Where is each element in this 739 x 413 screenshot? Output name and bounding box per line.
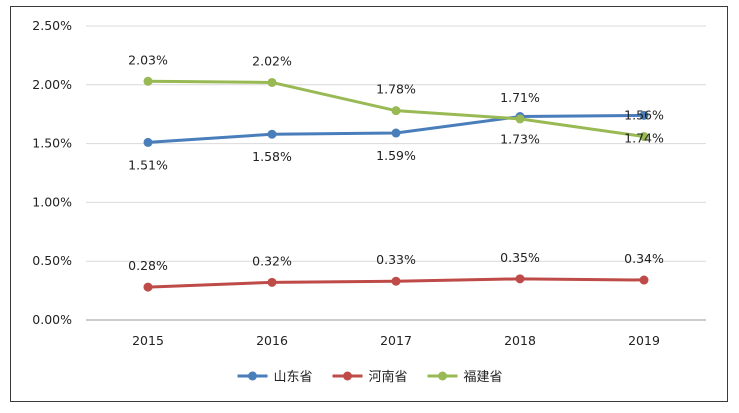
data-label: 1.58% xyxy=(252,149,292,164)
y-tick-label: 0.50% xyxy=(32,253,72,268)
y-tick-label: 2.00% xyxy=(32,77,72,92)
data-label: 0.28% xyxy=(128,258,168,273)
legend-swatch-marker xyxy=(438,371,447,381)
data-point xyxy=(267,129,277,139)
legend-label: 山东省 xyxy=(274,370,313,385)
x-tick-label: 2016 xyxy=(256,333,288,348)
series xyxy=(143,76,649,292)
data-label: 2.03% xyxy=(128,52,168,67)
x-axis: 2015 2016 2017 2018 2019 xyxy=(132,333,660,348)
data-point xyxy=(639,275,649,285)
data-label: 0.33% xyxy=(376,252,416,267)
y-axis: 0.00% 0.50% 1.00% 1.50% 2.00% 2.50% xyxy=(32,18,72,327)
data-label: 0.34% xyxy=(624,251,664,266)
legend-swatch-marker xyxy=(343,371,352,381)
data-point xyxy=(391,106,401,116)
data-point xyxy=(639,110,649,120)
data-label: 1.51% xyxy=(128,157,168,172)
data-point xyxy=(267,77,277,87)
x-tick-label: 2019 xyxy=(628,333,660,348)
data-label: 0.35% xyxy=(500,250,540,265)
legend: 山东省 河南省 福建省 xyxy=(237,369,503,385)
data-point xyxy=(515,274,525,284)
data-label: 1.74% xyxy=(624,130,664,145)
data-label: 1.71% xyxy=(500,90,540,105)
data-point xyxy=(143,137,153,147)
y-tick-label: 1.00% xyxy=(32,194,72,209)
y-tick-label: 1.50% xyxy=(32,136,72,151)
gridlines xyxy=(86,25,706,321)
data-point xyxy=(143,282,153,292)
line-chart: 0.00%0.50%1.00%1.50%2.00%2.50% 2015 2016 2… xyxy=(32,18,706,385)
data-point xyxy=(391,276,401,286)
x-tick-label: 2018 xyxy=(504,333,536,348)
data-label: 0.32% xyxy=(252,253,292,268)
y-tick-label: 2.50% xyxy=(32,18,72,33)
data-label: 2.02% xyxy=(252,53,292,68)
data-point xyxy=(639,132,649,142)
data-label: 1.73% xyxy=(500,132,540,147)
chart-frame: 0.00% 0.50% 1.00% 1.50% 2.00% 2.50% 2015 2016 2… xyxy=(10,6,728,402)
data-point xyxy=(143,76,153,86)
data-label: 1.59% xyxy=(376,148,416,163)
data-point xyxy=(391,128,401,138)
data-labels: 1.51% 1.58% 1.59% 1.73% 1.74% 0.28% 0.32% 0.33%… xyxy=(128,52,664,273)
y-tick-label: 0.00% xyxy=(32,312,72,327)
x-tick-label: 2015 xyxy=(132,333,164,348)
data-point xyxy=(515,114,525,124)
data-label: 1.56% xyxy=(624,108,664,123)
legend-swatch-marker xyxy=(248,371,257,381)
legend-label: 河南省 xyxy=(369,369,408,385)
data-label: 1.78% xyxy=(376,82,416,97)
legend-label: 福建省 xyxy=(464,370,503,385)
data-point xyxy=(267,277,277,287)
x-tick-label: 2017 xyxy=(380,333,412,348)
